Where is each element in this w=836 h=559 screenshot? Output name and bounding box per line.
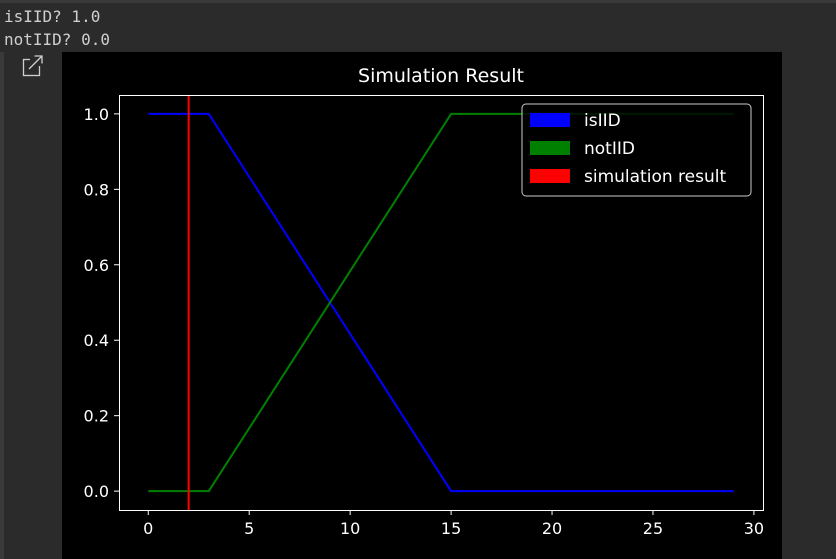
chart-legend: isIID notIID simulation result <box>521 103 752 197</box>
cell-top-border <box>0 0 836 3</box>
x-tick-label: 30 <box>744 519 764 538</box>
output-line-notiid: notIID? 0.0 <box>4 30 110 49</box>
legend-swatch <box>530 169 570 183</box>
chart-svg: 0 5 10 15 20 25 30 0.0 0.2 0.4 0.6 0.8 1.0 Simulatio… <box>84 65 765 538</box>
legend-swatch <box>530 141 570 155</box>
y-tick-label: 0.6 <box>84 256 109 275</box>
legend-label-isiid: isIID <box>584 111 621 131</box>
y-tick-label: 0.8 <box>84 180 109 199</box>
x-tick-label: 25 <box>643 519 663 538</box>
chart-title: Simulation Result <box>358 65 524 87</box>
expand-output-icon <box>22 55 44 77</box>
y-tick-label: 1.0 <box>84 105 109 124</box>
y-tick-label: 0.0 <box>84 482 109 501</box>
x-tick-label: 5 <box>244 519 254 538</box>
x-tick-label: 10 <box>340 519 360 538</box>
y-tick-label: 0.4 <box>84 331 109 350</box>
expand-output-button[interactable] <box>21 54 45 78</box>
x-tick-label: 0 <box>143 519 153 538</box>
output-line-isiid: isIID? 1.0 <box>4 7 101 26</box>
legend-swatch <box>530 113 570 127</box>
output-gutter <box>0 52 4 559</box>
x-tick-label: 15 <box>441 519 461 538</box>
chart-figure: 0 5 10 15 20 25 30 0.0 0.2 0.4 0.6 0.8 1.0 Simulatio… <box>62 52 782 559</box>
y-tick-label: 0.2 <box>84 407 109 426</box>
legend-label-notiid: notIID <box>584 139 635 159</box>
cell-output-text: isIID? 1.0 notIID? 0.0 <box>4 5 110 51</box>
x-tick-label: 20 <box>542 519 562 538</box>
plot-area <box>119 95 764 511</box>
legend-label-simulation-result: simulation result <box>584 167 726 187</box>
legend-box <box>521 103 752 197</box>
